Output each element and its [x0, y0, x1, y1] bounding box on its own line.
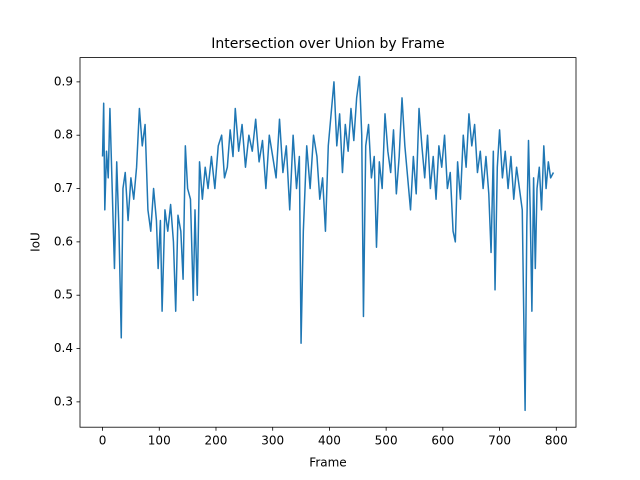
x-tick-label: 100: [148, 434, 171, 448]
y-axis-label: IoU: [29, 232, 43, 252]
x-axis-label: Frame: [309, 456, 346, 470]
y-tick-label: 0.5: [54, 288, 73, 302]
x-tick-label: 500: [375, 434, 398, 448]
x-tick-label: 400: [318, 434, 341, 448]
y-tick-label: 0.7: [54, 181, 73, 195]
y-tick-label: 0.3: [54, 394, 73, 408]
y-tick-label: 0.4: [54, 341, 73, 355]
x-tick-label: 800: [545, 434, 568, 448]
chart-title: Intersection over Union by Frame: [211, 36, 445, 52]
x-tick-label: 700: [488, 434, 511, 448]
y-tick-label: 0.9: [54, 74, 73, 88]
x-tick-label: 600: [431, 434, 454, 448]
x-tick-label: 300: [261, 434, 284, 448]
x-tick-label: 200: [205, 434, 228, 448]
x-tick-label: 0: [99, 434, 107, 448]
y-tick-label: 0.8: [54, 128, 73, 142]
plot-frame: [79, 57, 577, 428]
y-tick-label: 0.6: [54, 234, 73, 248]
data-line: [101, 75, 555, 412]
